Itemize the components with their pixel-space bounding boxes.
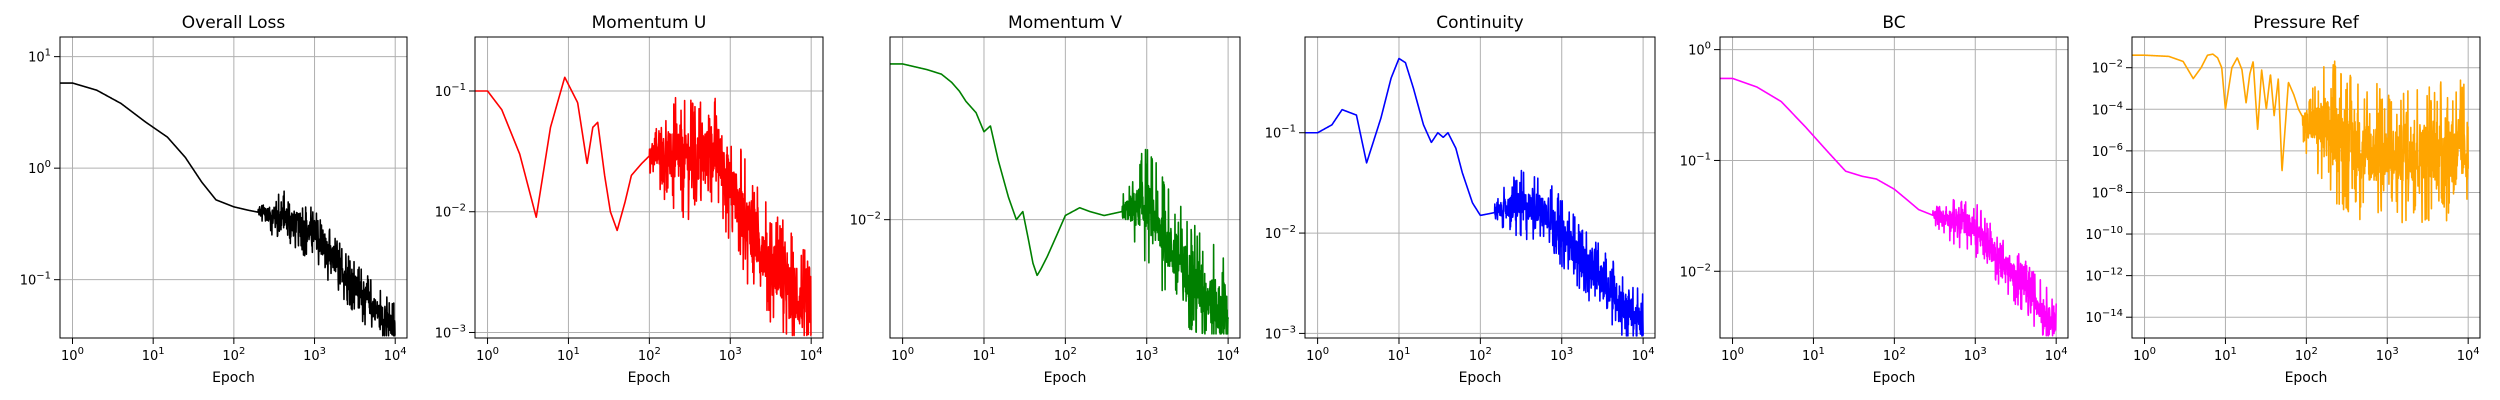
x-tick-label-2: 101: [973, 346, 996, 364]
x-tick-label-1: 100: [1721, 346, 1744, 364]
series-line: [475, 76, 812, 337]
x-tick-label-2: 101: [142, 346, 165, 364]
subplot-3: 100 101 102 103 104 10−2 Momentum V Epoch: [850, 13, 1241, 386]
x-tick-label-3: 102: [1054, 346, 1077, 364]
x-tick-label-4: 103: [1550, 346, 1573, 364]
y-tick-label-5: 10−6: [2092, 142, 2123, 160]
x-axis-label: Epoch: [1873, 370, 1916, 386]
x-tick-label-5: 104: [800, 346, 823, 364]
y-tick-label-3: 10−1: [1265, 124, 1296, 142]
x-tick-label-2: 101: [1802, 346, 1825, 364]
chart-title: Momentum V: [1008, 13, 1122, 33]
y-tick-label-2: 10−2: [435, 203, 466, 221]
x-tick-label-1: 100: [61, 346, 84, 364]
y-tick-label-6: 10−4: [2092, 100, 2123, 118]
x-axis-label: Epoch: [628, 370, 671, 386]
x-tick-label-1: 100: [2133, 346, 2156, 364]
y-tick-label-1: 10−2: [1680, 262, 1711, 280]
chart-title: Continuity: [1436, 13, 1523, 33]
x-axis-label: Epoch: [1459, 370, 1502, 386]
y-tick-label-2: 10−12: [2085, 267, 2123, 285]
x-tick-label-2: 101: [2214, 346, 2237, 364]
y-tick-label-2: 100: [28, 159, 51, 177]
series-line: [890, 63, 1229, 335]
x-tick-label-5: 104: [1217, 346, 1240, 364]
y-tick-label-4: 10−8: [2092, 183, 2123, 201]
series-line: [1305, 57, 1644, 337]
y-tick-label-2: 10−2: [1265, 224, 1296, 242]
x-tick-label-3: 102: [638, 346, 661, 364]
x-tick-label-3: 102: [2295, 346, 2318, 364]
y-tick-label-1: 10−14: [2085, 308, 2123, 326]
y-tick-label-2: 10−1: [1680, 151, 1711, 169]
series-line: [60, 82, 396, 337]
y-tick-label-1: 10−2: [850, 211, 881, 229]
x-tick-label-1: 100: [891, 346, 914, 364]
x-tick-label-5: 104: [1632, 346, 1655, 364]
x-tick-label-4: 103: [303, 346, 326, 364]
subplot-5: 100 101 102 103 104 10−2 10−1 100 BC Epoch: [1680, 13, 2069, 386]
x-tick-label-1: 100: [476, 346, 499, 364]
y-tick-label-3: 10−10: [2085, 225, 2123, 243]
x-axis-label: Epoch: [1044, 370, 1087, 386]
x-tick-label-4: 103: [719, 346, 742, 364]
series-line: [1720, 77, 2057, 337]
x-tick-label-2: 101: [557, 346, 580, 364]
chart-title: Overall Loss: [182, 13, 286, 33]
x-tick-label-3: 102: [1469, 346, 1492, 364]
y-tick-label-7: 10−2: [2092, 59, 2123, 77]
y-tick-label-3: 101: [28, 48, 51, 66]
x-tick-label-4: 103: [1964, 346, 1987, 364]
x-tick-label-5: 104: [384, 346, 407, 364]
x-tick-label-4: 103: [1135, 346, 1158, 364]
x-tick-label-5: 104: [2457, 346, 2480, 364]
subplot-1: 100 101 102 103 104 10−1 100 101 Overall Loss Epo…: [20, 13, 408, 386]
x-tick-label-1: 100: [1306, 346, 1329, 364]
y-tick-label-3: 10−1: [435, 82, 466, 100]
x-tick-label-3: 102: [1883, 346, 1906, 364]
y-tick-label-3: 100: [1688, 41, 1711, 59]
x-axis-label: Epoch: [2285, 370, 2328, 386]
subplot-2: 100 101 102 103 104 10−3 10−2 10−1 Momentum U Epo…: [435, 13, 824, 386]
chart-title: BC: [1882, 13, 1905, 33]
x-tick-label-2: 101: [1388, 346, 1411, 364]
series-line: [2132, 53, 2469, 224]
x-tick-label-5: 104: [2045, 346, 2068, 364]
y-tick-label-1: 10−3: [435, 323, 466, 341]
x-tick-label-4: 103: [2376, 346, 2399, 364]
chart-title: Momentum U: [592, 13, 707, 33]
chart-title: Pressure Ref: [2253, 13, 2360, 33]
x-tick-label-3: 102: [222, 346, 245, 364]
y-tick-label-1: 10−3: [1265, 324, 1296, 342]
subplot-6: 100 101 102 103 104 10−14 10−12 10−10 10−8 10−6 10…: [2085, 13, 2481, 386]
x-axis-label: Epoch: [212, 370, 255, 386]
y-tick-label-1: 10−1: [20, 271, 51, 289]
subplot-4: 100 101 102 103 104 10−3 10−2 10−1 Continuity Epo…: [1265, 13, 1656, 386]
